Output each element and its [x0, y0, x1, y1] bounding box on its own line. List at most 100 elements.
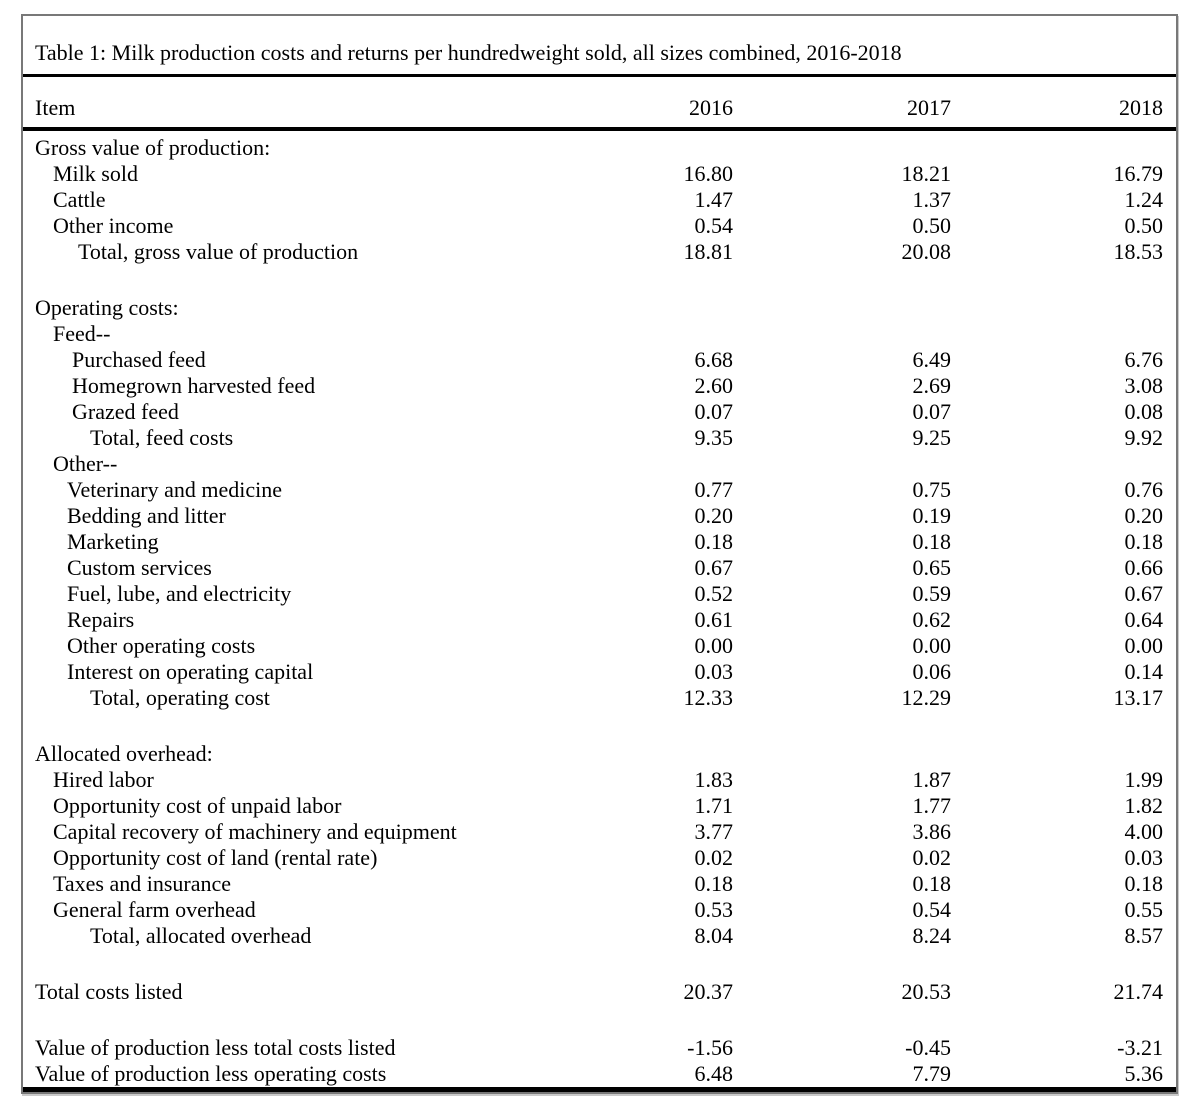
row-label — [23, 1005, 1176, 1035]
row-label: Cattle — [53, 187, 106, 212]
row-value-2017 — [736, 295, 956, 321]
table-row: Total, allocated overhead 8.04 8.24 8.57 — [23, 923, 1176, 949]
row-value-2017: 2.69 — [912, 373, 952, 398]
row-value-2018: -3.21 — [1117, 1035, 1163, 1060]
row-value-2018: 0.18 — [1124, 529, 1164, 554]
row-label: Other income — [53, 213, 174, 238]
row-label: Custom services — [67, 555, 212, 580]
row-value-2016: 0.07 — [694, 399, 734, 424]
row-value-2016 — [516, 451, 736, 477]
row-value-2018: 16.79 — [1113, 161, 1164, 186]
spacer-row — [23, 1005, 1176, 1035]
row-value-2017 — [736, 321, 956, 347]
table-row: Value of production less operating costs… — [23, 1061, 1176, 1087]
row-value-2016: 0.77 — [694, 477, 734, 502]
table-header: Item 2016 2017 2018 — [23, 77, 1176, 131]
row-value-2016: 0.52 — [694, 581, 734, 606]
row-label: Hired labor — [53, 767, 154, 792]
row-value-2018: 0.20 — [1124, 503, 1164, 528]
row-label: Grazed feed — [72, 399, 179, 424]
table-row: Purchased feed 6.68 6.49 6.76 — [23, 347, 1176, 373]
row-label: Total, gross value of production — [78, 239, 359, 264]
table-row: Repairs 0.61 0.62 0.64 — [23, 607, 1176, 633]
row-value-2018: 4.00 — [1124, 819, 1164, 844]
row-value-2017 — [736, 451, 956, 477]
row-label: Total, feed costs — [90, 425, 234, 450]
row-value-2018: 0.00 — [1124, 633, 1164, 658]
row-label: Other operating costs — [67, 633, 256, 658]
row-label: Gross value of production: — [35, 135, 271, 160]
row-value-2016 — [516, 135, 736, 161]
row-value-2018: 21.74 — [1113, 979, 1164, 1004]
row-value-2018: 1.24 — [1124, 187, 1164, 212]
table-row: Total costs listed 20.37 20.53 21.74 — [23, 979, 1176, 1005]
row-value-2016: 1.83 — [694, 767, 734, 792]
column-header-2017: 2017 — [907, 95, 951, 120]
row-label: Other-- — [53, 451, 118, 476]
row-label: Interest on operating capital — [67, 659, 314, 684]
row-label: Value of production less operating costs — [35, 1061, 387, 1086]
row-value-2017: 1.77 — [912, 793, 952, 818]
table-row: Taxes and insurance 0.18 0.18 0.18 — [23, 871, 1176, 897]
row-value-2016 — [516, 741, 736, 767]
table-row: Feed-- — [23, 321, 1176, 347]
table-row: Capital recovery of machinery and equipm… — [23, 819, 1176, 845]
row-value-2016: 1.71 — [694, 793, 734, 818]
row-value-2016: 0.00 — [694, 633, 734, 658]
row-value-2017: 0.75 — [912, 477, 952, 502]
row-value-2017: 0.19 — [912, 503, 952, 528]
row-label: Repairs — [67, 607, 135, 632]
table-title: Table 1: Milk production costs and retur… — [23, 16, 1176, 77]
row-value-2017: 0.59 — [912, 581, 952, 606]
table-row: Custom services 0.67 0.65 0.66 — [23, 555, 1176, 581]
row-label: Total costs listed — [35, 979, 183, 1004]
row-value-2017: 3.86 — [912, 819, 952, 844]
row-value-2017: 20.08 — [901, 239, 952, 264]
row-value-2018: 0.03 — [1124, 845, 1164, 870]
row-value-2018: 0.64 — [1124, 607, 1164, 632]
row-value-2016: 0.20 — [694, 503, 734, 528]
table-row: General farm overhead 0.53 0.54 0.55 — [23, 897, 1176, 923]
row-value-2016: 0.67 — [694, 555, 734, 580]
row-value-2017: 0.50 — [912, 213, 952, 238]
row-label: Value of production less total costs lis… — [35, 1035, 396, 1060]
row-value-2017: -0.45 — [905, 1035, 951, 1060]
row-label — [23, 949, 1176, 979]
row-value-2018 — [956, 321, 1176, 347]
row-label: Veterinary and medicine — [67, 477, 283, 502]
row-label: Fuel, lube, and electricity — [67, 581, 292, 606]
table-row: Other operating costs 0.00 0.00 0.00 — [23, 633, 1176, 659]
table-row: Other income 0.54 0.50 0.50 — [23, 213, 1176, 239]
row-value-2017: 0.02 — [912, 845, 952, 870]
row-value-2017: 1.87 — [912, 767, 952, 792]
row-value-2016: 2.60 — [694, 373, 734, 398]
row-value-2018: 0.66 — [1124, 555, 1164, 580]
row-label: Taxes and insurance — [53, 871, 232, 896]
table-row: Total, gross value of production 18.81 20.… — [23, 239, 1176, 265]
table-row: Other-- — [23, 451, 1176, 477]
row-label: Allocated overhead: — [35, 741, 213, 766]
row-value-2017: 6.49 — [912, 347, 952, 372]
table-row: Interest on operating capital 0.03 0.06 0.1… — [23, 659, 1176, 685]
row-label: Marketing — [67, 529, 159, 554]
row-value-2016: 1.47 — [694, 187, 734, 212]
row-value-2017: 0.18 — [912, 871, 952, 896]
row-value-2018: 13.17 — [1113, 685, 1164, 710]
row-value-2016: 18.81 — [683, 239, 734, 264]
row-value-2016: 0.03 — [694, 659, 734, 684]
table-row: Veterinary and medicine 0.77 0.75 0.76 — [23, 477, 1176, 503]
table-row: Operating costs: — [23, 295, 1176, 321]
table-row: Opportunity cost of land (rental rate) 0.… — [23, 845, 1176, 871]
row-value-2018: 0.67 — [1124, 581, 1164, 606]
column-header-2018: 2018 — [1119, 95, 1163, 120]
row-value-2017: 0.06 — [912, 659, 952, 684]
row-value-2018 — [956, 741, 1176, 767]
table-row: Grazed feed 0.07 0.07 0.08 — [23, 399, 1176, 425]
table-row: Value of production less total costs lis… — [23, 1035, 1176, 1061]
table-row: Hired labor 1.83 1.87 1.99 — [23, 767, 1176, 793]
row-value-2017: 12.29 — [901, 685, 952, 710]
row-value-2016: 0.18 — [694, 529, 734, 554]
row-value-2016 — [516, 295, 736, 321]
row-value-2018: 3.08 — [1124, 373, 1164, 398]
row-label — [23, 711, 1176, 741]
